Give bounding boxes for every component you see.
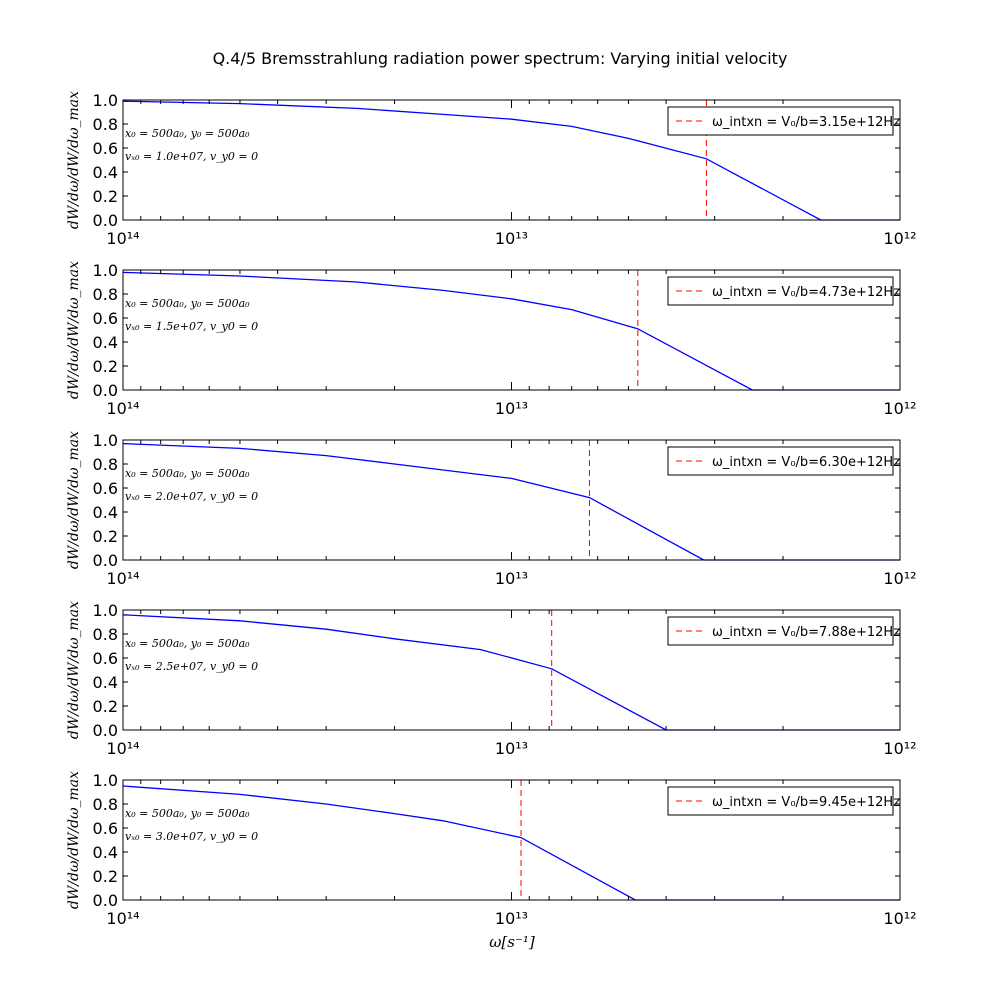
initial-velocity-annotation: vₓ₀ = 2.0e+07, v_y0 = 0 xyxy=(125,490,258,503)
legend-box xyxy=(667,786,894,816)
legend-label: ω_intxn = V₀/b=3.15e+12Hz xyxy=(712,115,900,130)
legend-box xyxy=(667,446,894,476)
subplot-2: 0.0 0.2 0.4 0.6 0.8 1.0 10¹⁴ 10¹³ 10¹² dW/dω/dW/d… xyxy=(66,261,917,418)
legend-label: ω_intxn = V₀/b=9.45e+12Hz xyxy=(712,795,900,810)
figure-title: Q.4/5 Bremsstrahlung radiation power spe… xyxy=(213,49,788,68)
x-tick-label: 10¹⁴ xyxy=(106,569,139,588)
x-tick-label: 10¹⁴ xyxy=(106,229,139,248)
x-tick-label: 10¹³ xyxy=(495,739,528,758)
x-tick-label: 10¹³ xyxy=(495,229,528,248)
legend-box xyxy=(667,276,894,306)
y-tick-label: 0.6 xyxy=(93,819,118,838)
y-axis-label: dW/dω/dW/dω_max xyxy=(66,91,82,229)
y-tick-label: 0.2 xyxy=(93,697,118,716)
x-tick-label: 10¹³ xyxy=(495,399,528,418)
spectrum-line xyxy=(122,271,900,391)
y-tick-label: 0.0 xyxy=(93,381,118,400)
y-tick-label: 0.0 xyxy=(93,551,118,570)
y-tick-label: 1.0 xyxy=(93,261,118,280)
y-axis-label: dW/dω/dW/dω_max xyxy=(66,771,82,909)
x-tick-label: 10¹² xyxy=(883,739,916,758)
y-tick-label: 0.6 xyxy=(93,309,118,328)
y-axis-label: dW/dω/dW/dω_max xyxy=(66,431,82,569)
y-tick-label: 0.2 xyxy=(93,357,118,376)
subplot-stack: 0.0 0.2 0.4 0.6 0.8 1.0 10¹⁴ 10¹³ 10¹² dW/dω/dW/d… xyxy=(66,91,917,928)
x-tick-label: 10¹³ xyxy=(495,569,528,588)
legend-box xyxy=(667,616,894,646)
initial-velocity-annotation: vₓ₀ = 1.5e+07, v_y0 = 0 xyxy=(125,320,258,333)
y-tick-label: 0.2 xyxy=(93,527,118,546)
y-axis-label: dW/dω/dW/dω_max xyxy=(66,261,82,399)
spectrum-line xyxy=(122,100,900,221)
initial-position-annotation: x₀ = 500a₀, y₀ = 500a₀ xyxy=(125,297,250,310)
x-tick-label: 10¹² xyxy=(883,229,916,248)
subplot-4: 0.0 0.2 0.4 0.6 0.8 1.0 10¹⁴ 10¹³ 10¹² dW/dω/dW/d… xyxy=(66,601,917,758)
x-tick-label: 10¹² xyxy=(883,569,916,588)
y-tick-label: 0.6 xyxy=(93,139,118,158)
x-tick-label: 10¹⁴ xyxy=(106,909,139,928)
y-tick-label: 1.0 xyxy=(93,91,118,110)
initial-velocity-annotation: vₓ₀ = 2.5e+07, v_y0 = 0 xyxy=(125,660,258,673)
y-tick-label: 1.0 xyxy=(93,431,118,450)
initial-velocity-annotation: vₓ₀ = 3.0e+07, v_y0 = 0 xyxy=(125,830,258,843)
y-tick-label: 0.4 xyxy=(93,843,118,862)
x-tick-label: 10¹⁴ xyxy=(106,399,139,418)
initial-position-annotation: x₀ = 500a₀, y₀ = 500a₀ xyxy=(125,637,250,650)
x-tick-label: 10¹² xyxy=(883,399,916,418)
spectrum-line xyxy=(122,614,900,731)
y-tick-label: 0.8 xyxy=(93,625,118,644)
y-tick-label: 0.2 xyxy=(93,187,118,206)
legend-label: ω_intxn = V₀/b=6.30e+12Hz xyxy=(712,455,900,470)
y-tick-label: 0.4 xyxy=(93,333,118,352)
initial-position-annotation: x₀ = 500a₀, y₀ = 500a₀ xyxy=(125,127,250,140)
legend-box xyxy=(667,106,894,136)
y-tick-label: 0.8 xyxy=(93,285,118,304)
y-tick-label: 0.0 xyxy=(93,721,118,740)
y-axis-label: dW/dω/dW/dω_max xyxy=(66,601,82,739)
y-tick-label: 1.0 xyxy=(93,601,118,620)
initial-velocity-annotation: vₓ₀ = 1.0e+07, v_y0 = 0 xyxy=(125,150,258,163)
y-tick-label: 0.6 xyxy=(93,479,118,498)
spectrum-line xyxy=(122,442,900,561)
x-tick-label: 10¹² xyxy=(883,909,916,928)
y-tick-label: 0.4 xyxy=(93,163,118,182)
y-tick-label: 0.0 xyxy=(93,891,118,910)
y-tick-label: 0.6 xyxy=(93,649,118,668)
y-tick-label: 0.8 xyxy=(93,455,118,474)
subplot-3: 0.0 0.2 0.4 0.6 0.8 1.0 10¹⁴ 10¹³ 10¹² dW/dω/dW/d… xyxy=(66,431,917,588)
x-tick-label: 10¹³ xyxy=(495,909,528,928)
legend-label: ω_intxn = V₀/b=7.88e+12Hz xyxy=(712,625,900,640)
subplot-5: 0.0 0.2 0.4 0.6 0.8 1.0 10¹⁴ 10¹³ 10¹² dW/dω/dW/d… xyxy=(66,771,917,928)
subplot-1: 0.0 0.2 0.4 0.6 0.8 1.0 10¹⁴ 10¹³ 10¹² dW/dω/dW/d… xyxy=(66,91,917,248)
x-axis-label: ω[s⁻¹] xyxy=(489,933,535,951)
x-tick-label: 10¹⁴ xyxy=(106,739,139,758)
spectrum-line xyxy=(122,785,900,901)
y-tick-label: 0.4 xyxy=(93,503,118,522)
initial-position-annotation: x₀ = 500a₀, y₀ = 500a₀ xyxy=(125,807,250,820)
y-tick-label: 0.8 xyxy=(93,115,118,134)
y-tick-label: 0.4 xyxy=(93,673,118,692)
legend-label: ω_intxn = V₀/b=4.73e+12Hz xyxy=(712,285,900,300)
y-tick-label: 0.2 xyxy=(93,867,118,886)
y-tick-label: 0.8 xyxy=(93,795,118,814)
y-tick-label: 1.0 xyxy=(93,771,118,790)
y-tick-label: 0.0 xyxy=(93,211,118,230)
initial-position-annotation: x₀ = 500a₀, y₀ = 500a₀ xyxy=(125,467,250,480)
